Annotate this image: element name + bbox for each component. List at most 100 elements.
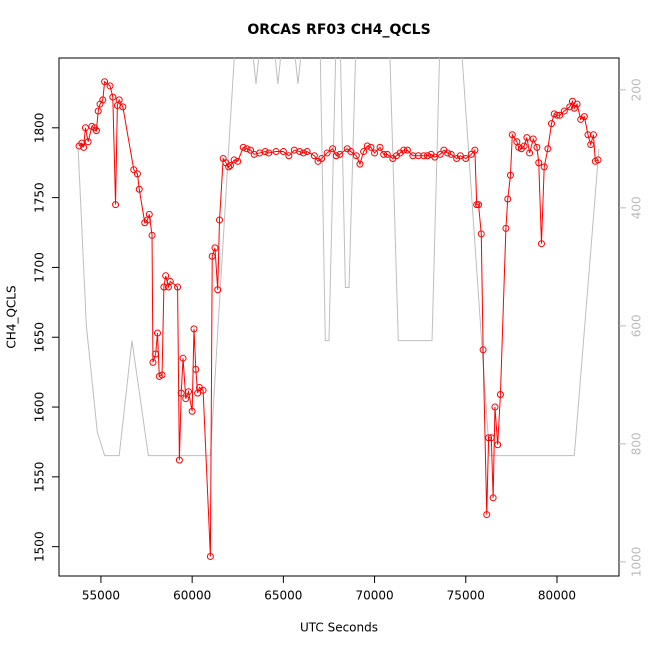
data-point — [475, 201, 483, 209]
data-point — [580, 113, 588, 121]
data-point — [566, 103, 574, 111]
y2-tick-label: 400 — [630, 196, 644, 219]
data-point — [347, 148, 355, 156]
data-point — [383, 150, 391, 158]
x-tick-label: 65000 — [264, 589, 302, 603]
y-tick-label: 1700 — [33, 252, 47, 283]
y-tick-label: 1500 — [33, 531, 47, 562]
data-point — [135, 185, 143, 193]
x-tick-label: 75000 — [447, 589, 485, 603]
data-point — [526, 149, 534, 157]
data-point — [80, 143, 88, 151]
data-point — [133, 170, 141, 178]
y-tick-label: 1650 — [33, 322, 47, 353]
data-point — [483, 511, 491, 519]
y2-tick-label: 1000 — [630, 547, 644, 578]
data-point — [502, 224, 510, 232]
data-point — [296, 148, 304, 156]
data-point — [506, 171, 514, 179]
series-line — [77, 58, 600, 457]
data-point — [471, 146, 479, 154]
plot-frame — [58, 57, 620, 577]
data-point — [485, 434, 493, 442]
data-point — [94, 107, 102, 115]
data-point — [360, 148, 368, 156]
y-tick-label: 1550 — [33, 462, 47, 493]
data-point — [318, 155, 326, 163]
data-point — [356, 160, 364, 168]
data-point — [540, 163, 548, 171]
x-tick-label: 70000 — [355, 589, 393, 603]
data-point — [179, 354, 187, 362]
data-point — [279, 148, 287, 156]
data-point — [299, 149, 307, 157]
data-point — [109, 93, 117, 101]
data-point — [508, 131, 516, 139]
data-point — [409, 152, 417, 160]
data-point — [363, 142, 371, 150]
data-point — [584, 131, 592, 139]
data-point — [589, 131, 597, 139]
data-point — [587, 141, 595, 149]
data-point — [420, 152, 428, 160]
data-point — [529, 135, 537, 143]
data-point — [533, 143, 541, 151]
data-point — [206, 552, 214, 560]
x-tick-label: 80000 — [538, 589, 576, 603]
data-point — [106, 82, 114, 90]
y2-tick-label: 600 — [630, 314, 644, 337]
data-point — [504, 195, 512, 203]
data-point — [447, 150, 455, 158]
y-tick-label: 1800 — [33, 113, 47, 144]
data-point — [544, 145, 552, 153]
data-point — [491, 403, 499, 411]
data-point — [467, 150, 475, 158]
y-axis-label: CH4_QCLS — [5, 285, 19, 348]
data-point — [211, 244, 219, 252]
data-point — [403, 146, 411, 154]
data-point — [523, 134, 531, 142]
data-point — [556, 111, 564, 119]
data-point — [84, 138, 92, 146]
data-point — [414, 152, 422, 160]
data-point — [487, 434, 495, 442]
data-point — [376, 143, 384, 151]
data-point — [234, 157, 242, 165]
data-point — [158, 371, 166, 379]
data-point — [154, 329, 162, 337]
data-point — [573, 100, 581, 108]
data-point — [329, 145, 337, 153]
data-point — [99, 96, 107, 104]
data-point — [594, 156, 602, 164]
chart-title: ORCAS RF03 CH4_QCLS — [247, 22, 430, 38]
plot-area — [75, 58, 602, 560]
data-point — [247, 146, 255, 154]
data-point — [400, 146, 408, 154]
data-point — [78, 139, 86, 147]
data-point — [560, 107, 568, 115]
data-point — [115, 96, 123, 104]
data-point — [436, 150, 444, 158]
data-point — [214, 286, 222, 294]
data-point — [285, 152, 293, 160]
data-point — [208, 252, 216, 260]
data-point — [175, 456, 183, 464]
data-point — [489, 494, 497, 502]
data-point — [130, 166, 138, 174]
y2-tick-label: 800 — [630, 432, 644, 455]
data-point — [265, 149, 273, 157]
data-point — [145, 210, 153, 218]
data-point — [323, 149, 331, 157]
data-point — [367, 143, 375, 151]
x-axis-label: UTC Seconds — [300, 621, 378, 635]
data-point — [185, 388, 193, 396]
data-point — [477, 230, 485, 238]
data-point — [190, 325, 198, 333]
data-point — [380, 150, 388, 158]
data-point — [272, 148, 280, 156]
data-point — [243, 145, 251, 153]
data-point — [188, 407, 196, 415]
data-point — [192, 365, 200, 373]
data-point — [431, 153, 439, 161]
